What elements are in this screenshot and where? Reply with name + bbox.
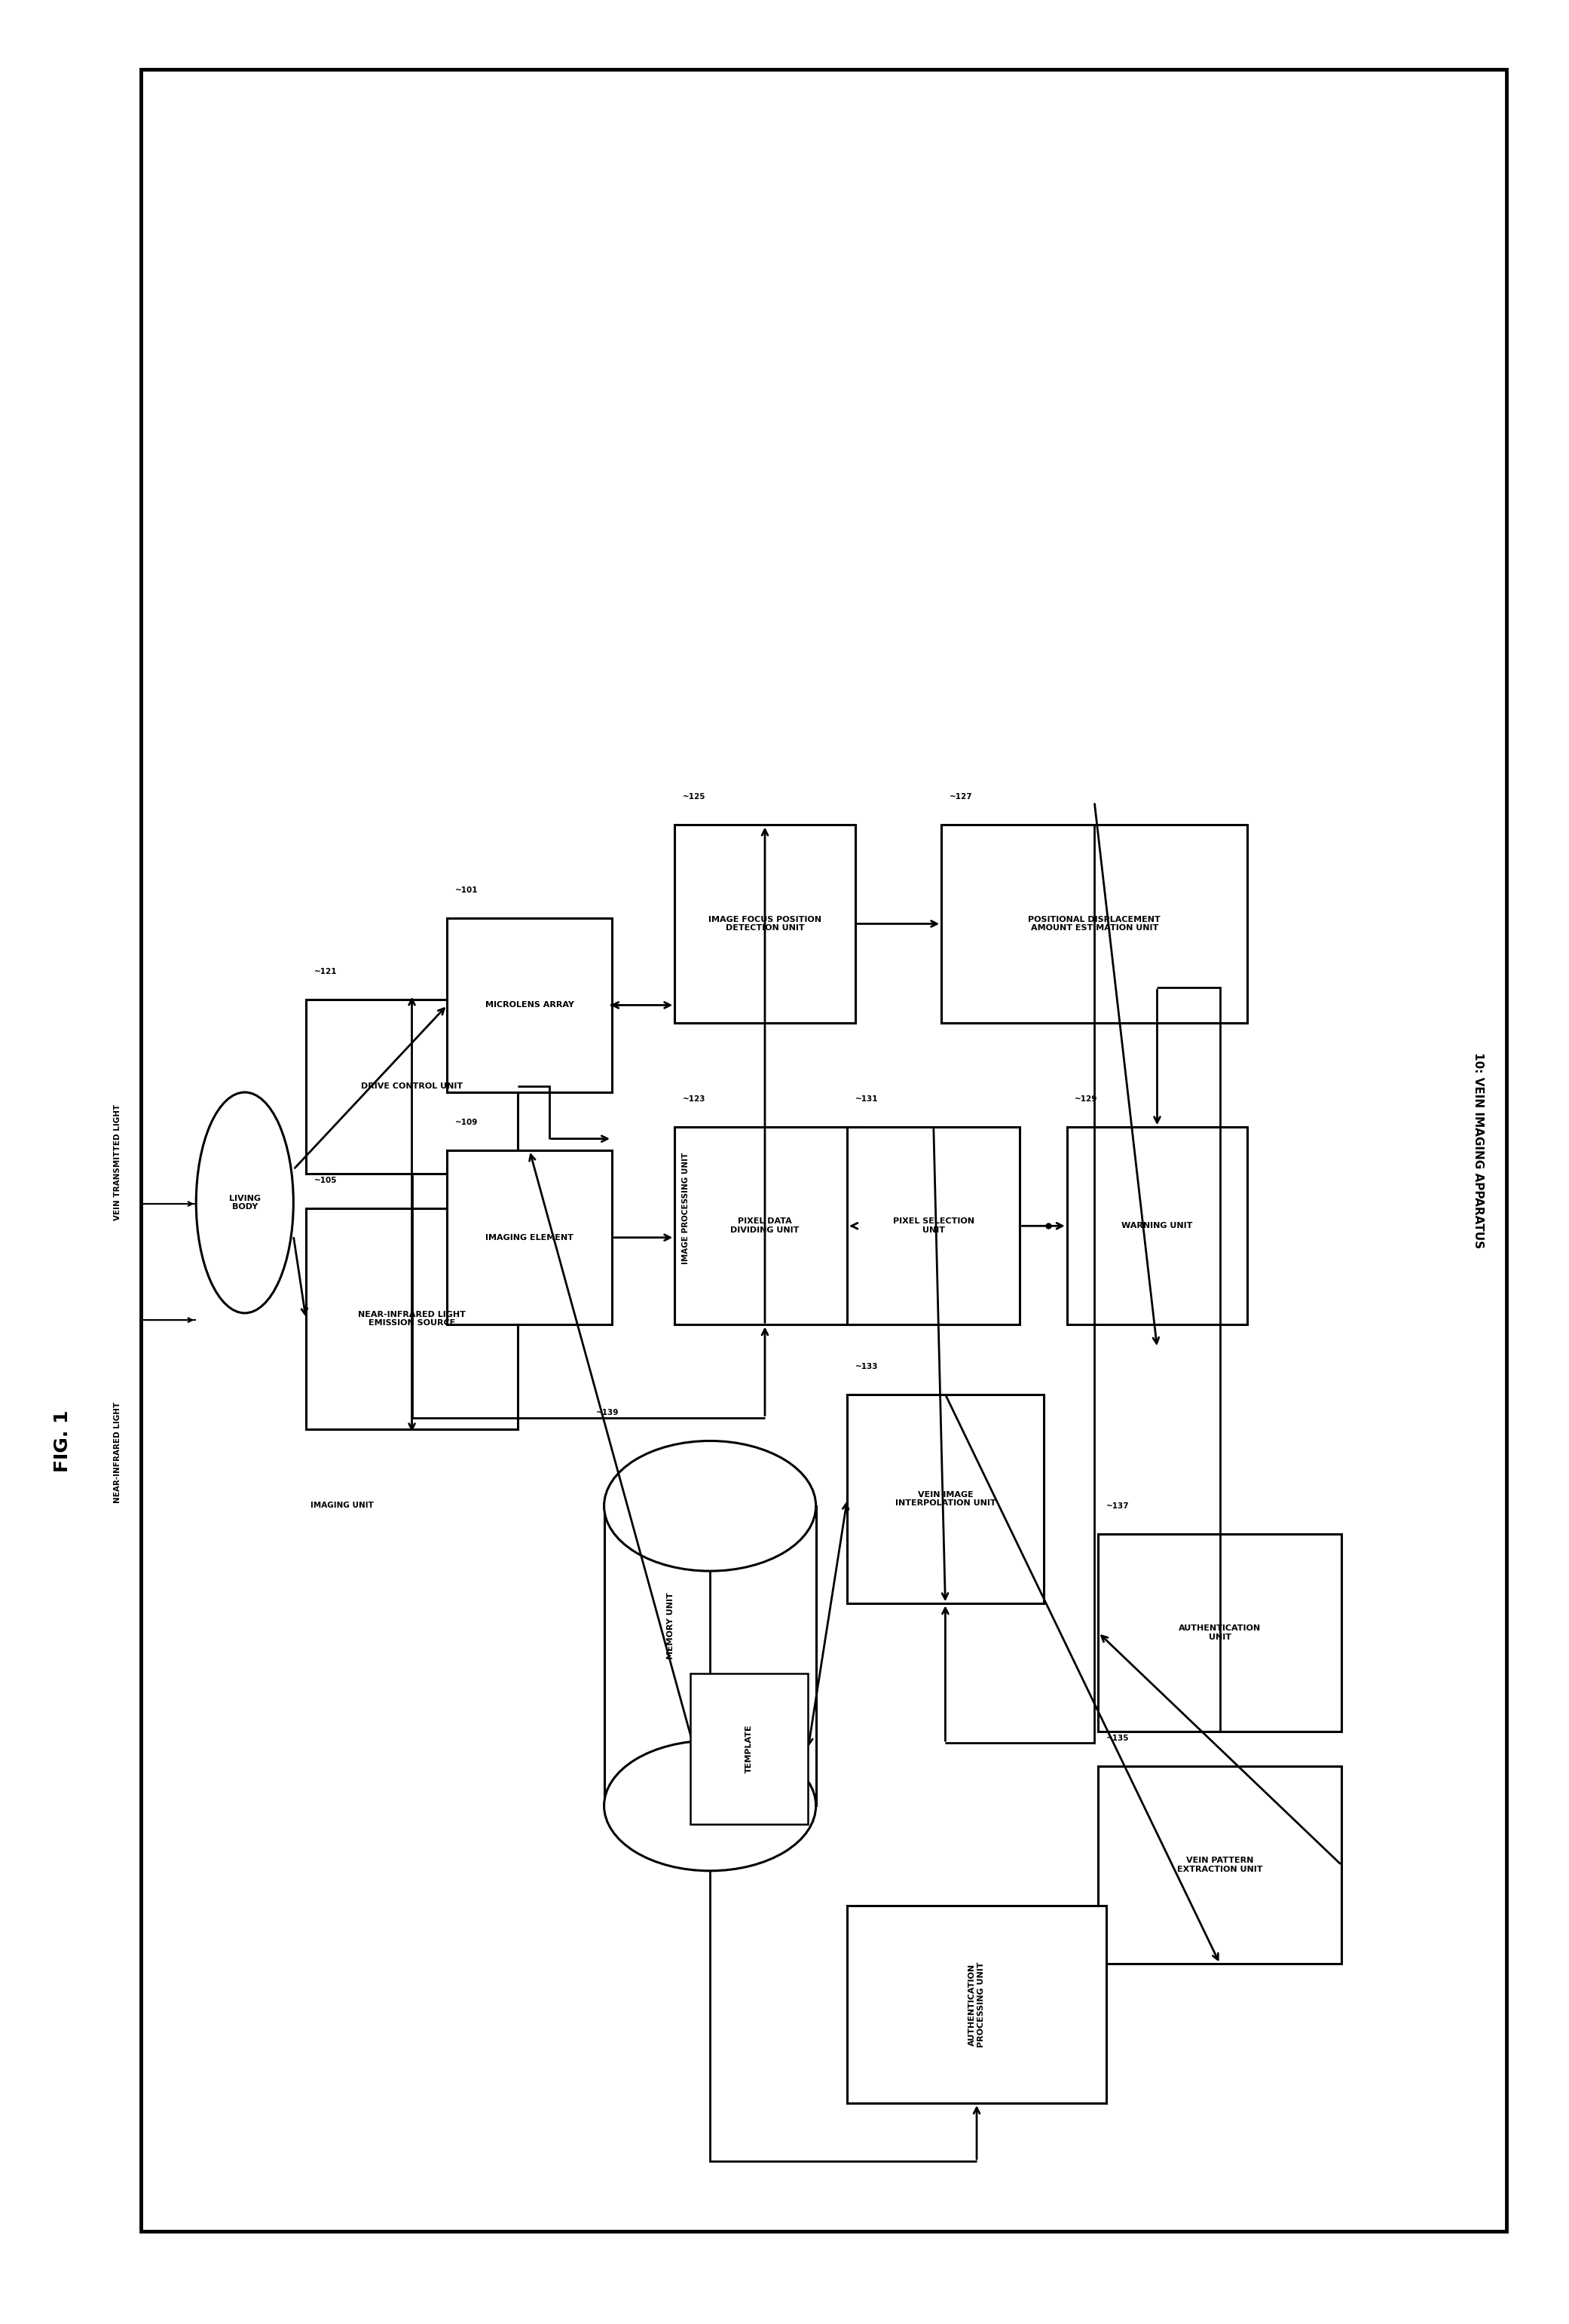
Text: DRIVE CONTROL UNIT: DRIVE CONTROL UNIT [361,1083,463,1090]
Text: 10: VEIN IMAGING APPARATUS: 10: VEIN IMAGING APPARATUS [1472,1053,1484,1248]
Text: LIVING
BODY: LIVING BODY [229,1195,260,1211]
Text: PIXEL SELECTION
UNIT: PIXEL SELECTION UNIT [893,1218,974,1234]
Text: WARNING UNIT: WARNING UNIT [1122,1222,1192,1229]
Text: ~135: ~135 [1106,1734,1130,1743]
Text: VEIN IMAGE
INTERPOLATION UNIT: VEIN IMAGE INTERPOLATION UNIT [894,1490,996,1508]
Text: IMAGING ELEMENT: IMAGING ELEMENT [485,1234,574,1241]
Text: ~131: ~131 [855,1095,879,1104]
Bar [941,825,1247,1023]
Ellipse shape [604,1441,816,1571]
Bar [847,1127,1020,1325]
Bar [1067,1127,1247,1325]
Bar [306,999,518,1174]
Text: VEIN PATTERN
EXTRACTION UNIT: VEIN PATTERN EXTRACTION UNIT [1177,1857,1263,1873]
Bar [447,918,612,1092]
Text: AUTHENTICATION
UNIT: AUTHENTICATION UNIT [1178,1624,1261,1641]
Ellipse shape [196,1092,293,1313]
Text: POSITIONAL DISPLACEMENT
AMOUNT ESTIMATION UNIT: POSITIONAL DISPLACEMENT AMOUNT ESTIMATIO… [1028,916,1161,932]
Text: PIXEL DATA
DIVIDING UNIT: PIXEL DATA DIVIDING UNIT [731,1218,799,1234]
Bar [295,890,628,1459]
Bar [662,767,1258,1650]
Text: VEIN TRANSMITTED LIGHT: VEIN TRANSMITTED LIGHT [115,1104,121,1220]
Text: ~127: ~127 [949,792,973,802]
Bar [604,1506,816,1806]
Bar [847,1906,1106,2103]
Text: AUTHENTICATION
PROCESSING UNIT: AUTHENTICATION PROCESSING UNIT [968,1961,985,2047]
Text: ~139: ~139 [596,1408,620,1418]
Text: IMAGE PROCESSING UNIT: IMAGE PROCESSING UNIT [683,1153,689,1264]
Text: IMAGING UNIT: IMAGING UNIT [311,1501,373,1508]
Text: ~125: ~125 [683,792,706,802]
Text: ~101: ~101 [455,885,479,895]
Text: ~129: ~129 [1075,1095,1098,1104]
Text: NEAR-INFRARED LIGHT
EMISSION SOURCE: NEAR-INFRARED LIGHT EMISSION SOURCE [358,1311,466,1327]
Text: FIG. 1: FIG. 1 [53,1411,72,1471]
Text: IMAGE FOCUS POSITION
DETECTION UNIT: IMAGE FOCUS POSITION DETECTION UNIT [708,916,822,932]
Text: ~105: ~105 [314,1176,337,1185]
Bar [690,1673,808,1824]
Bar [141,70,1506,2231]
Text: ~121: ~121 [314,967,337,976]
Text: TEMPLATE: TEMPLATE [745,1724,753,1773]
Text: MEMORY UNIT: MEMORY UNIT [667,1592,675,1659]
Text: MICROLENS ARRAY: MICROLENS ARRAY [485,1002,574,1009]
Text: ~109: ~109 [455,1118,479,1127]
Bar [306,1208,518,1429]
Bar [1098,1766,1341,1964]
Text: NEAR-INFRARED LIGHT: NEAR-INFRARED LIGHT [115,1401,121,1504]
Bar [675,1127,855,1325]
Text: ~133: ~133 [855,1362,879,1371]
Bar [847,1394,1043,1604]
Bar [1098,1534,1341,1731]
Text: ~123: ~123 [683,1095,706,1104]
Text: ~137: ~137 [1106,1501,1130,1511]
Bar [675,825,855,1023]
Ellipse shape [604,1741,816,1871]
Bar [839,1448,1365,2133]
Bar [447,1150,612,1325]
